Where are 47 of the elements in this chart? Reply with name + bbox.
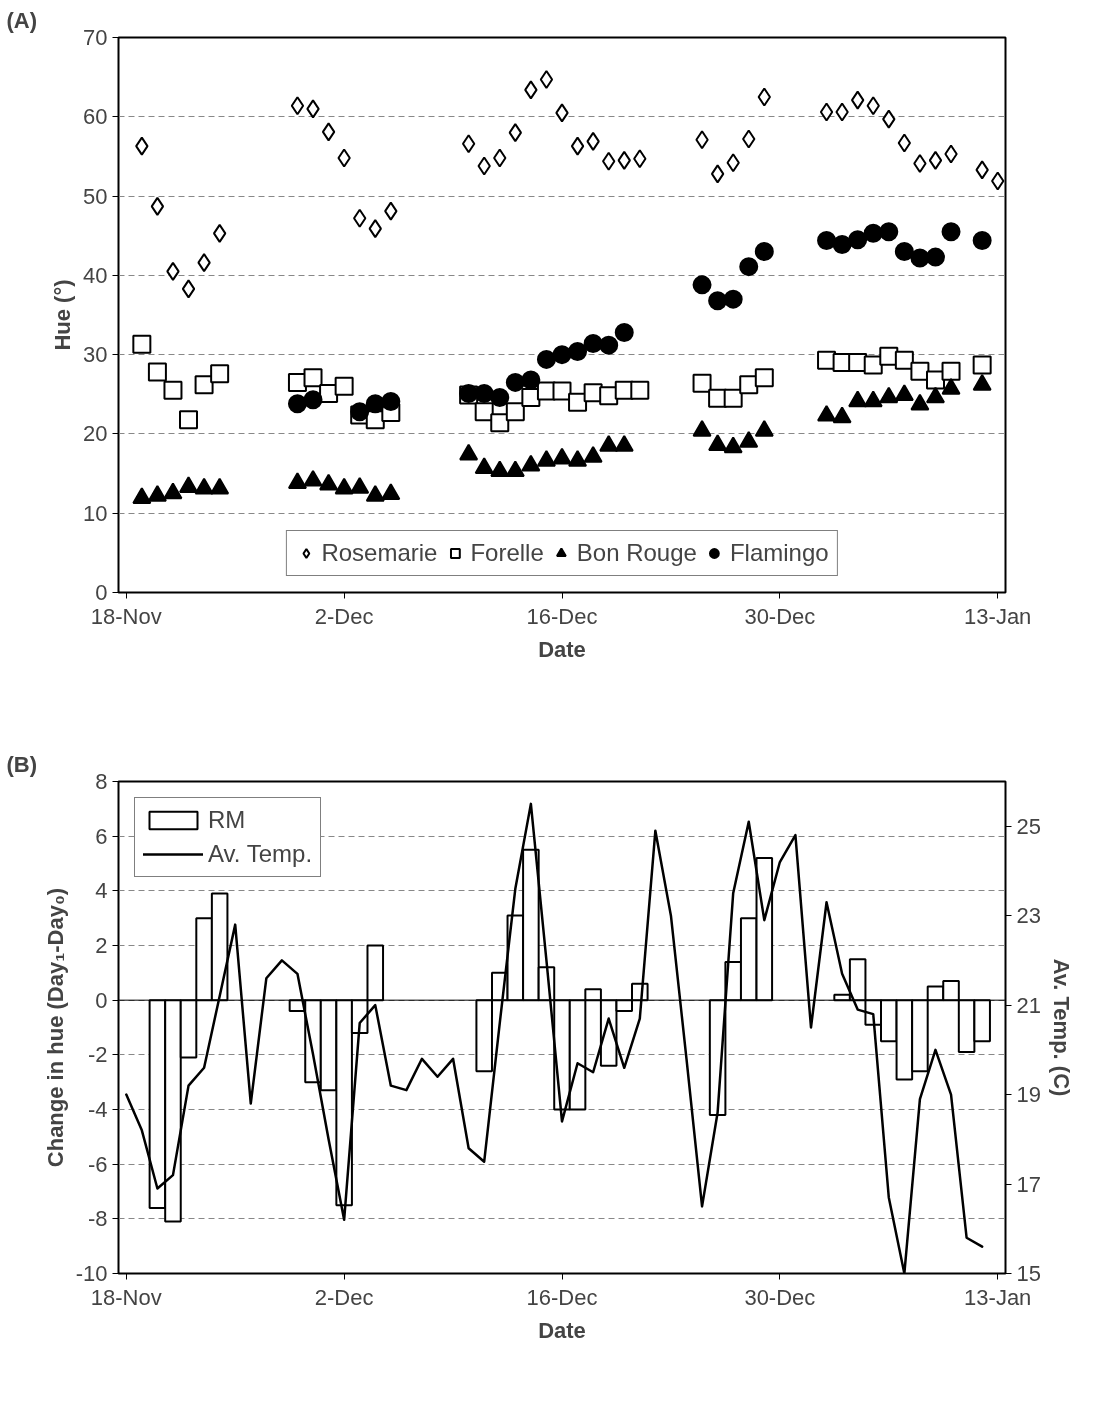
x-tick-label: 16-Dec [526, 603, 598, 629]
y2-tick-label: 23 [1016, 903, 1041, 929]
x-tick-label: 13-Jan [964, 603, 1032, 629]
y2-tick-label: 17 [1016, 1171, 1041, 1197]
y-axis-title: Change in hue (Day₁-Day₀) [42, 887, 68, 1168]
x-tick-label: 18-Nov [90, 603, 162, 629]
y-tick-label: 8 [95, 769, 108, 794]
y-tick-label: 60 [83, 104, 108, 130]
text: (A) [6, 7, 38, 33]
x-tick-label: 2-Dec [314, 1284, 374, 1310]
legend-label: RM [208, 806, 246, 834]
y-tick-label: 20 [83, 421, 108, 447]
y-tick-label: 30 [83, 342, 108, 368]
y2-tick-label: 15 [1016, 1261, 1041, 1286]
y-tick-label: -2 [87, 1042, 108, 1068]
y-tick-label: 6 [95, 823, 108, 849]
x-tick-label: 30-Dec [744, 1284, 816, 1310]
y-tick-label: 0 [95, 580, 108, 605]
x-axis-title: Date [538, 1317, 586, 1343]
y-tick-label: -8 [87, 1206, 108, 1232]
legend-label: Bon Rouge [576, 539, 697, 567]
y-tick-label: 50 [83, 183, 108, 209]
y-tick-label: 40 [83, 262, 108, 288]
y-tick-label: 10 [83, 500, 108, 526]
y-tick-label: -10 [75, 1261, 108, 1286]
y-tick-label: 0 [95, 987, 108, 1013]
x-tick-label: 2-Dec [314, 603, 374, 629]
y-axis-title: Hue (°) [50, 279, 76, 351]
y2-axis-title: Av. Temp. (C) [1048, 958, 1074, 1097]
y-tick-label: 70 [83, 25, 108, 50]
y-tick-label: -4 [87, 1097, 108, 1122]
x-tick-label: 18-Nov [90, 1284, 162, 1310]
text: (B) [6, 751, 38, 777]
y2-tick-label: 21 [1016, 992, 1041, 1018]
legend-label: Av. Temp. [208, 840, 313, 868]
y-tick-label: 2 [95, 933, 108, 958]
x-axis-title: Date [538, 636, 586, 662]
legend-label: Flamingo [729, 539, 829, 567]
legend-label: Rosemarie [321, 539, 438, 567]
x-tick-label: 16-Dec [526, 1284, 598, 1310]
y2-tick-label: 19 [1016, 1082, 1041, 1108]
y2-tick-label: 25 [1016, 813, 1041, 839]
legend-label: Forelle [470, 539, 544, 567]
x-tick-label: 30-Dec [744, 603, 816, 629]
x-tick-label: 13-Jan [964, 1284, 1032, 1310]
y-tick-label: 4 [95, 878, 108, 904]
y-tick-label: -6 [87, 1151, 108, 1177]
